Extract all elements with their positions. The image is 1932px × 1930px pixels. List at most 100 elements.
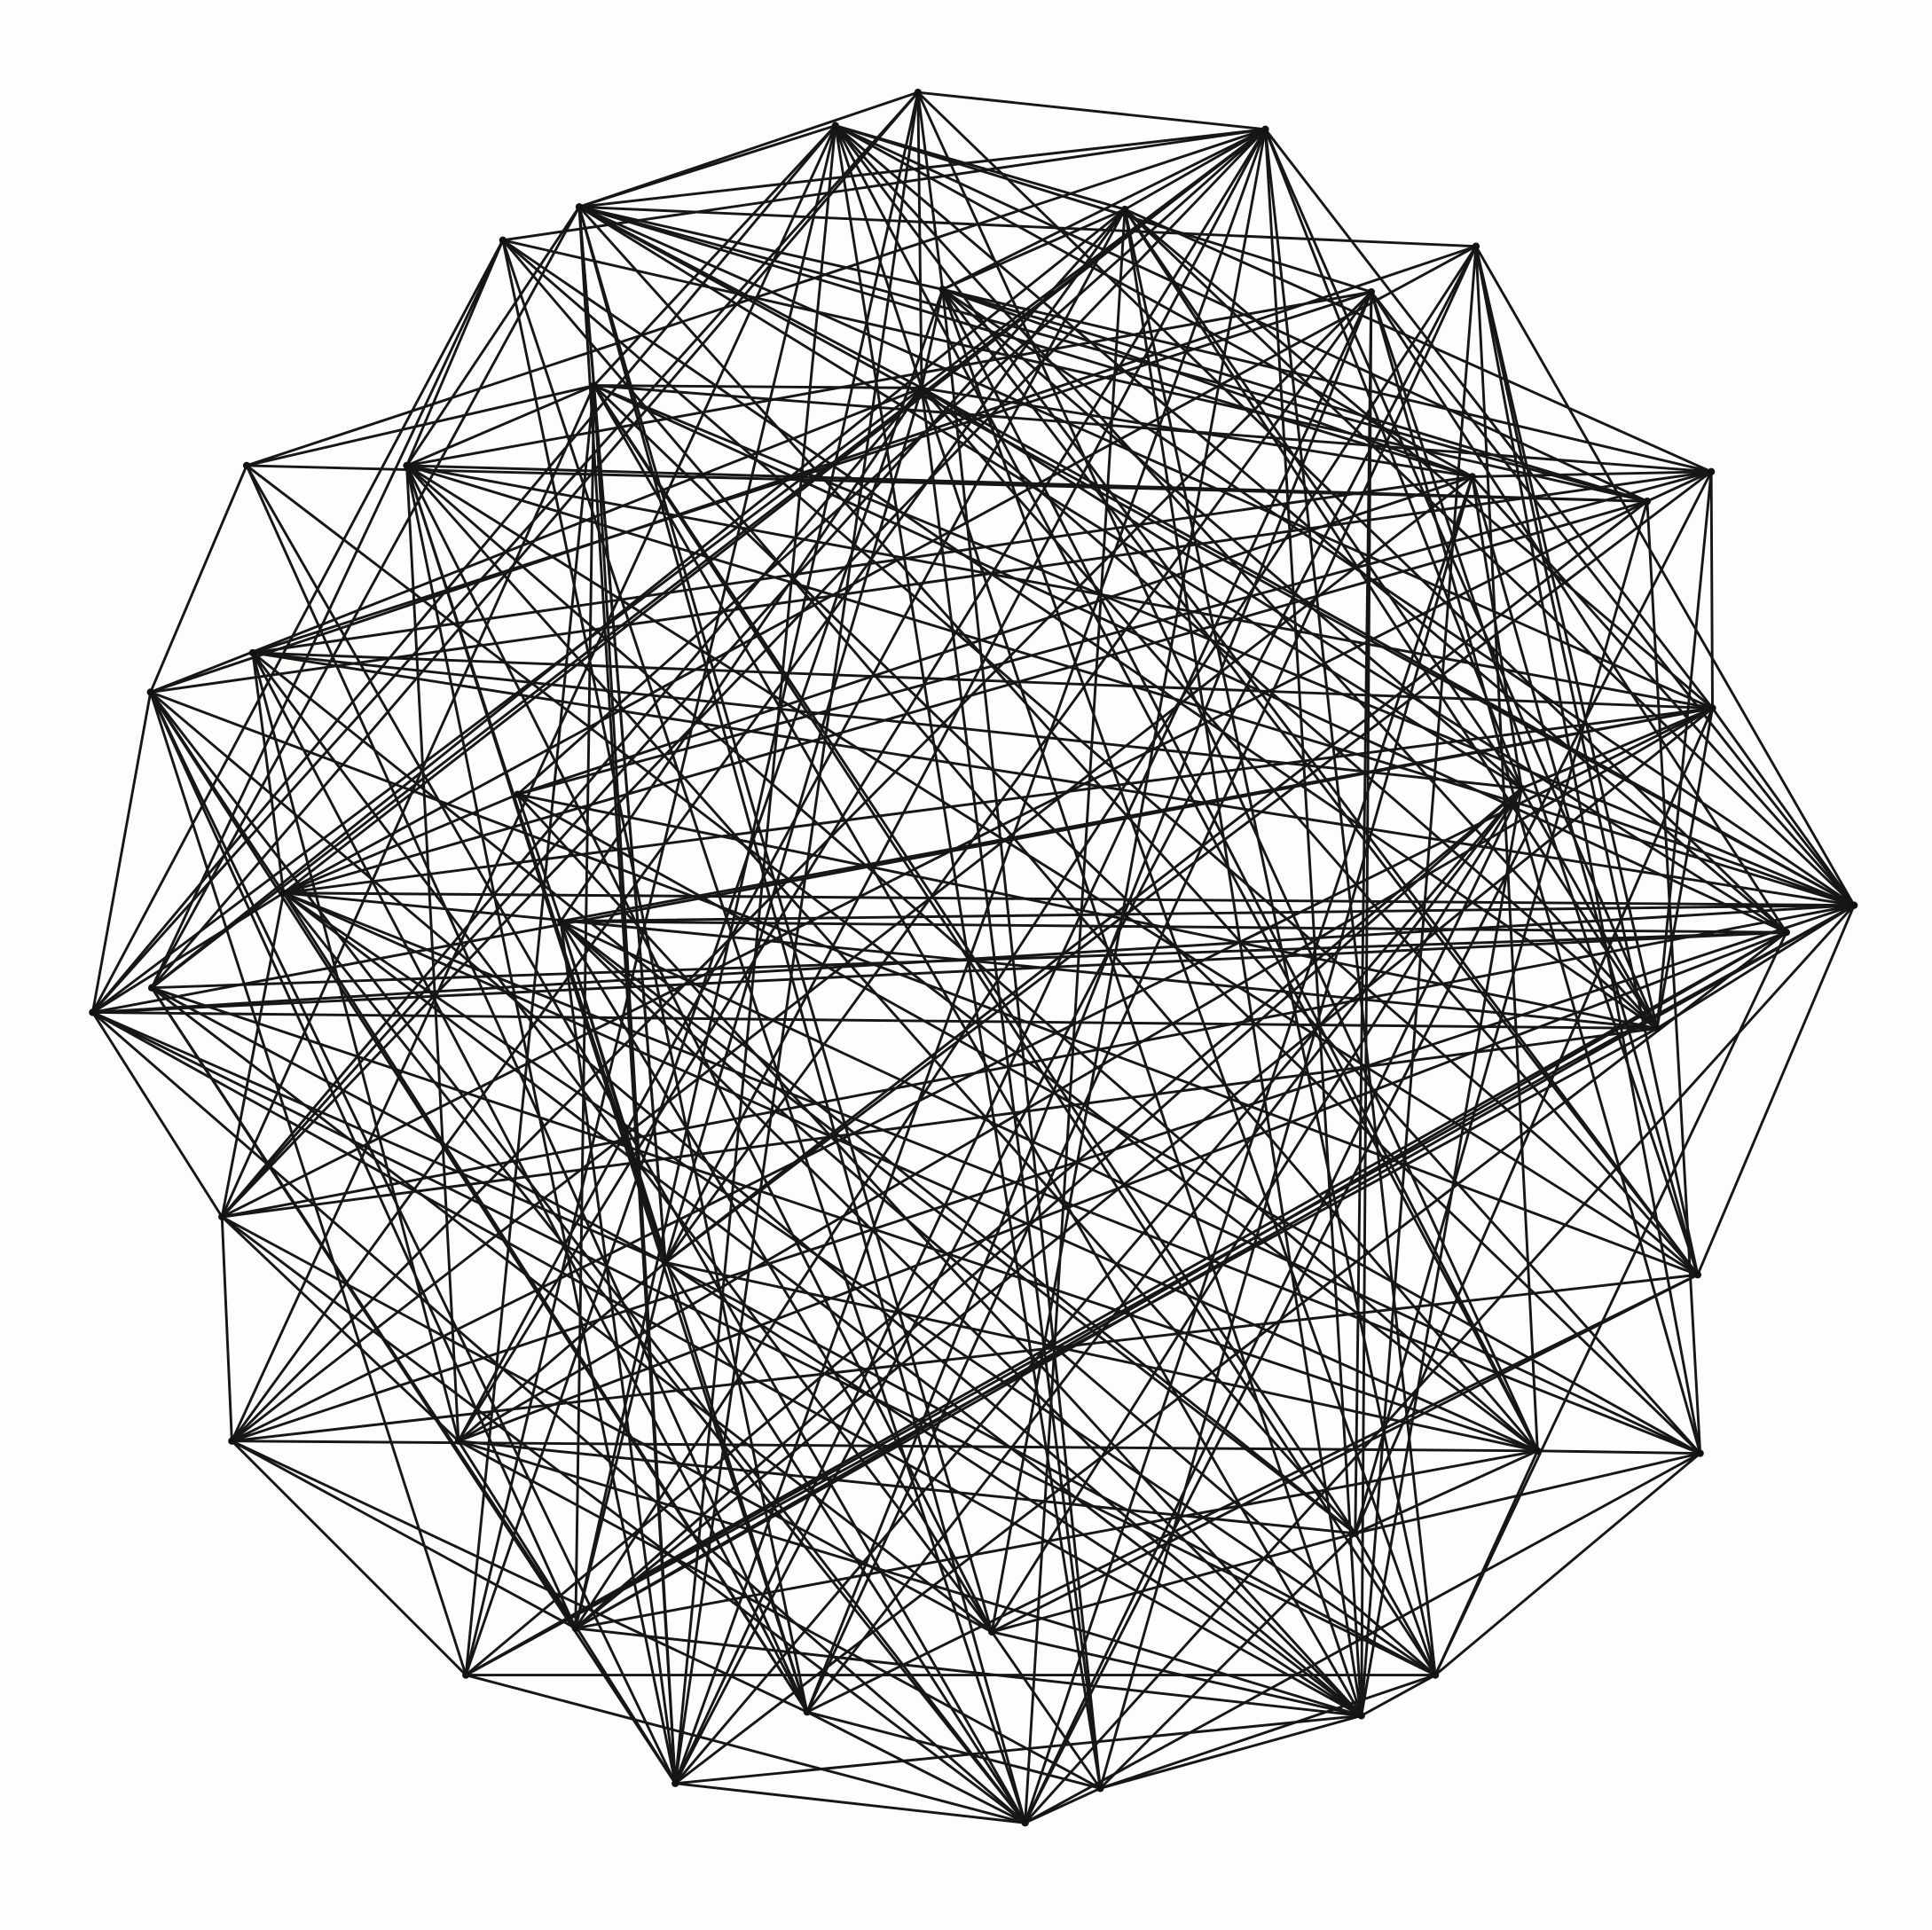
- vertex-dot: [1357, 1712, 1365, 1720]
- vertex-dot: [1021, 1819, 1029, 1827]
- chord: [90, 891, 286, 1014]
- chord: [1655, 707, 1714, 1030]
- chord: [1360, 245, 1478, 1717]
- chord: [1024, 787, 1523, 1824]
- chord: [1520, 707, 1714, 790]
- chord: [150, 239, 505, 990]
- vertex-dot: [1261, 125, 1269, 133]
- chord: [1098, 1532, 1357, 1790]
- chord: [559, 707, 1714, 923]
- chord: [282, 245, 1478, 895]
- vertex-dot: [987, 1628, 996, 1636]
- chord: [1024, 475, 1474, 1824]
- chord: [282, 891, 1539, 1453]
- chord: [516, 793, 1363, 1717]
- chord: [516, 793, 1659, 1030]
- chord: [559, 920, 1437, 1677]
- vertex-dot: [242, 461, 251, 470]
- chord: [1520, 787, 1856, 907]
- chord: [516, 470, 1713, 796]
- chord: [805, 1710, 1027, 1824]
- vertex-dot: [1351, 1529, 1359, 1538]
- chord: [664, 290, 1373, 1264]
- chord: [220, 1215, 233, 1443]
- chord: [220, 499, 1649, 1219]
- chord: [220, 1215, 460, 1443]
- chord: [920, 287, 945, 389]
- chord: [1098, 1714, 1363, 1790]
- chord: [230, 904, 1856, 1443]
- vertex-dot: [1096, 1785, 1104, 1793]
- chord: [1360, 290, 1373, 1717]
- chords: [90, 90, 1856, 1824]
- chord: [457, 1440, 1363, 1717]
- chord: [220, 891, 286, 1219]
- chord: [941, 287, 1713, 474]
- chord: [516, 793, 1702, 1455]
- chord: [574, 930, 1788, 1630]
- chord: [230, 1440, 467, 1677]
- chord: [559, 920, 1357, 1535]
- chord: [405, 239, 505, 467]
- chord: [251, 651, 460, 1443]
- chord: [559, 920, 1788, 934]
- chord: [457, 1440, 677, 1785]
- chord: [230, 475, 1474, 1443]
- chord: [593, 124, 837, 388]
- chord: [664, 470, 1713, 1264]
- chord: [1098, 1674, 1437, 1790]
- chord: [149, 464, 248, 694]
- chord: [805, 787, 1523, 1714]
- chord: [664, 1260, 1539, 1453]
- chord: [251, 651, 1856, 907]
- vertex-dot: [146, 688, 154, 696]
- chord: [990, 1630, 1102, 1790]
- chord: [457, 707, 1714, 1443]
- chord: [457, 930, 1788, 1443]
- chord: [834, 124, 1373, 294]
- chord: [220, 1215, 1027, 1824]
- vertex-dot: [1534, 1447, 1542, 1455]
- chord: [150, 986, 1437, 1677]
- chord: [1123, 128, 1267, 211]
- vertex-dot: [1431, 1671, 1440, 1679]
- chord: [405, 384, 596, 467]
- chord: [941, 287, 1649, 503]
- vertex-dot: [1120, 205, 1129, 214]
- vertex-dot: [1696, 1449, 1704, 1457]
- chord: [251, 651, 993, 1634]
- chord: [577, 205, 1474, 478]
- chord: [1370, 290, 1856, 907]
- chord: [405, 464, 1357, 1535]
- vertex-dot: [571, 1624, 579, 1632]
- vertex-dot: [1707, 467, 1716, 476]
- vertex-dot: [514, 790, 522, 798]
- chord: [245, 384, 596, 467]
- chord: [149, 245, 1478, 694]
- chord: [990, 1273, 1700, 1634]
- chord: [282, 891, 1027, 1824]
- chord: [920, 386, 1659, 1030]
- chord: [405, 464, 1649, 503]
- chord: [673, 90, 920, 1785]
- chord: [405, 290, 1373, 467]
- chord: [574, 245, 1478, 1630]
- chord: [559, 920, 1702, 1455]
- chord: [516, 475, 1474, 796]
- chord: [90, 1011, 224, 1219]
- chord: [559, 920, 1363, 1717]
- chord: [920, 386, 1474, 478]
- chord: [464, 930, 1788, 1677]
- chord: [1535, 1449, 1702, 1455]
- chord: [673, 1714, 1363, 1785]
- chord: [920, 386, 1700, 1276]
- chord: [516, 793, 562, 923]
- chord: [574, 1627, 1363, 1717]
- vertex-dot: [1653, 1024, 1661, 1032]
- chord: [805, 245, 1478, 1714]
- chord: [559, 386, 923, 923]
- chord: [251, 475, 1474, 655]
- vertex-dot: [403, 461, 411, 470]
- chord: [1709, 470, 1714, 710]
